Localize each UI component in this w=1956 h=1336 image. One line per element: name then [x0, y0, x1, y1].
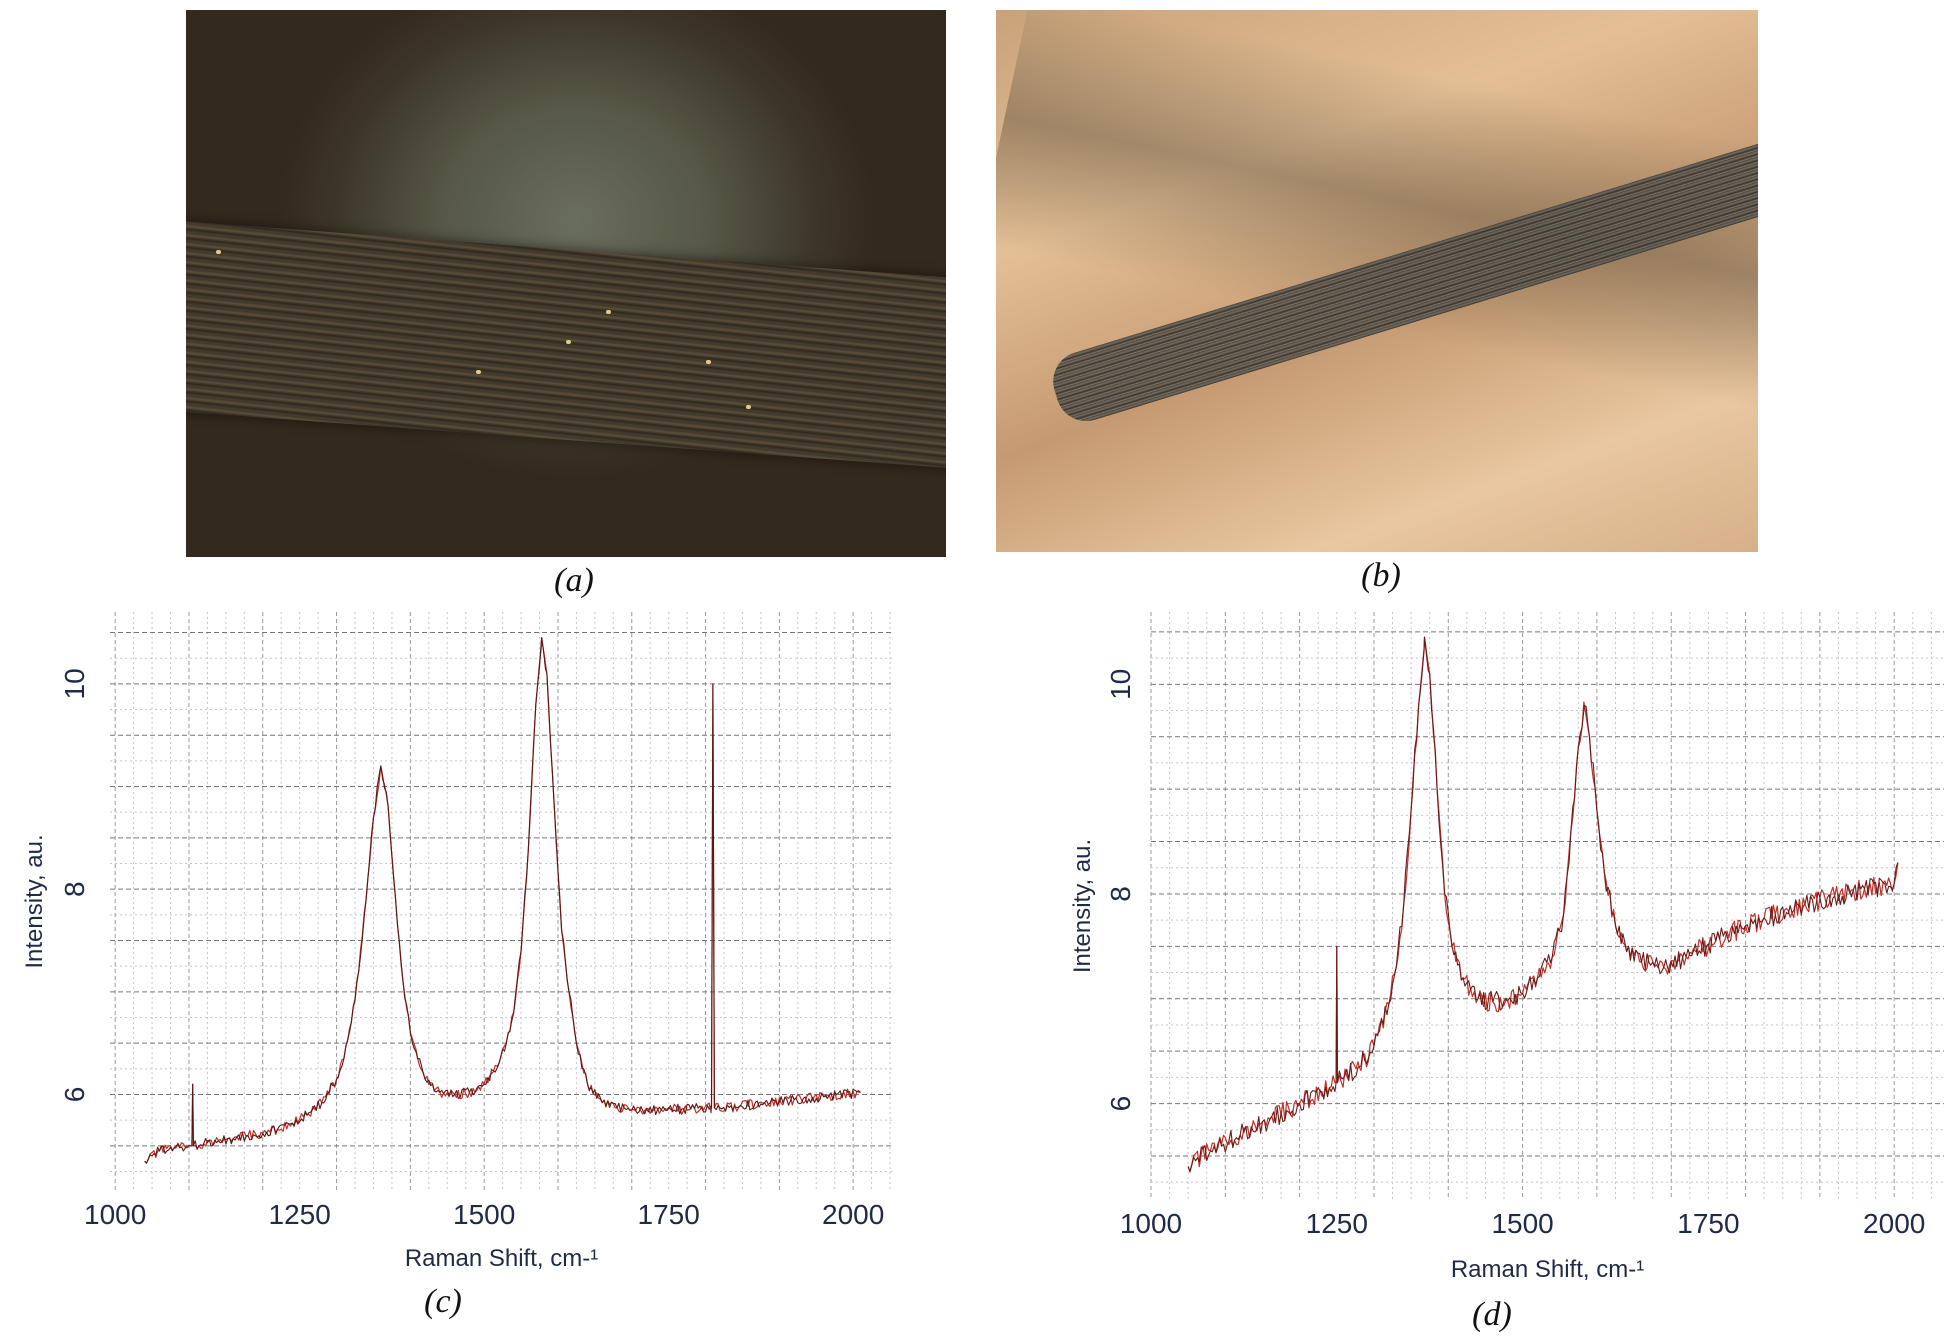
x-tick-label: 1250: [1306, 1208, 1368, 1239]
y-tick-label: 6: [1105, 1096, 1136, 1112]
y-tick-label: 10: [59, 668, 90, 699]
caption-d: (d): [1472, 1296, 1512, 1333]
y-tick-label: 10: [1105, 669, 1136, 700]
x-tick-label: 1500: [453, 1199, 515, 1230]
y-tick-label: 8: [59, 881, 90, 897]
x-tick-label: 1500: [1491, 1208, 1553, 1239]
spectrum-line: [1187, 636, 1899, 1173]
spectrum-line: [144, 637, 861, 1164]
y-tick-label: 8: [1105, 886, 1136, 902]
caption-c: (c): [424, 1283, 462, 1320]
x-axis-label: Raman Shift, cm-¹: [405, 1245, 598, 1272]
y-axis-label: Intensity, au.: [1069, 839, 1096, 973]
y-tick-label: 6: [59, 1087, 90, 1103]
x-tick-label: 1000: [1120, 1208, 1182, 1239]
micrograph-b: [996, 10, 1758, 552]
particle: [606, 310, 611, 314]
particle: [706, 360, 711, 364]
x-tick-label: 1750: [1677, 1208, 1739, 1239]
x-tick-label: 2000: [822, 1199, 884, 1230]
caption-a: (a): [554, 562, 594, 599]
x-tick-label: 1250: [269, 1199, 331, 1230]
caption-b: (b): [1361, 557, 1401, 594]
x-tick-label: 1750: [638, 1199, 700, 1230]
particle: [476, 370, 481, 374]
x-axis-label: Raman Shift, cm-¹: [1451, 1256, 1644, 1283]
y-axis-label: Intensity, au.: [21, 834, 48, 968]
chart-c: 1000 1250 1500 1750 2000 6 8 10 Raman Shift, cm-…: [21, 612, 893, 1272]
micrograph-a: [186, 10, 946, 557]
spectrum-line: [144, 637, 861, 1164]
particle: [746, 405, 751, 409]
particle: [216, 250, 221, 254]
x-tick-label: 2000: [1863, 1208, 1925, 1239]
particle: [566, 340, 571, 344]
spectrum-line: [1187, 636, 1899, 1173]
x-tick-label: 1000: [84, 1199, 146, 1230]
chart-d: 1000 1250 1500 1750 2000 6 8 10 Raman Shift, cm-…: [1069, 612, 1944, 1283]
